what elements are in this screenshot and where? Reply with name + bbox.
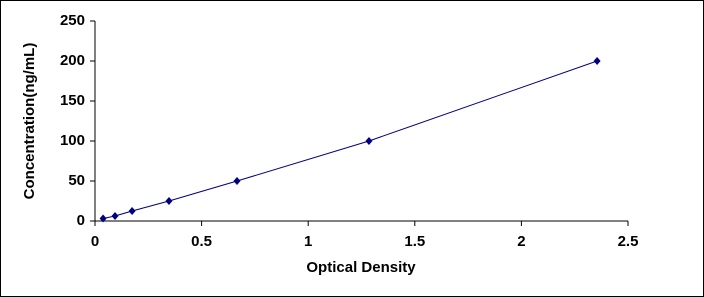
x-tick-label: 1.5 xyxy=(404,233,425,250)
x-tick-label: 1 xyxy=(304,233,312,250)
y-tick-label: 200 xyxy=(60,52,85,69)
x-tick-label: 2.5 xyxy=(618,233,639,250)
y-axis-title: Concentration(ng/mL) xyxy=(21,43,38,200)
point xyxy=(165,197,173,205)
x-axis-title: Optical Density xyxy=(306,259,416,276)
y-tick-label: 100 xyxy=(60,132,85,149)
y-tick-label: 250 xyxy=(60,12,85,29)
x-tick-label: 2 xyxy=(517,233,525,250)
x-tick-label: 0.5 xyxy=(191,233,212,250)
y-tick-label: 150 xyxy=(60,92,85,109)
point xyxy=(365,137,373,145)
point xyxy=(128,207,136,215)
point xyxy=(111,212,119,220)
point xyxy=(99,214,107,223)
y-tick-label: 50 xyxy=(68,172,85,189)
point xyxy=(593,57,601,65)
point xyxy=(233,177,241,185)
y-tick-label: 0 xyxy=(77,212,85,229)
x-tick-label: 0 xyxy=(91,233,99,250)
